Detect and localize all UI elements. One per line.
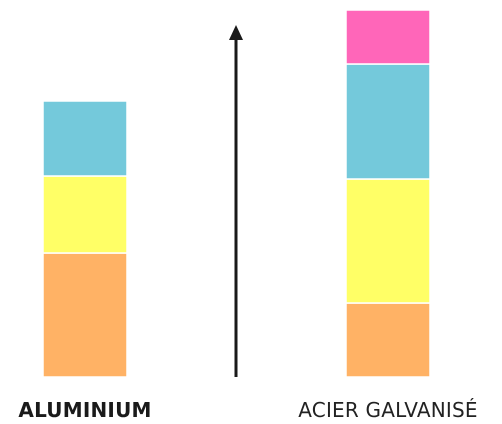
bar-segment-0-0 (42, 252, 128, 378)
bar-segments (42, 9, 431, 378)
bar-segment-1-0 (345, 302, 431, 378)
bar-segment-0-2 (42, 100, 128, 177)
category-label-acier-galvanise: ACIER GALVANISÉ (298, 398, 478, 422)
bar-segment-1-3 (345, 9, 431, 65)
vertical-axis-arrow-head (229, 25, 243, 40)
category-label-aluminium: ALUMINIUM (18, 398, 152, 422)
bar-segment-1-2 (345, 63, 431, 180)
bar-segment-0-1 (42, 175, 128, 254)
bar-segment-1-1 (345, 178, 431, 304)
